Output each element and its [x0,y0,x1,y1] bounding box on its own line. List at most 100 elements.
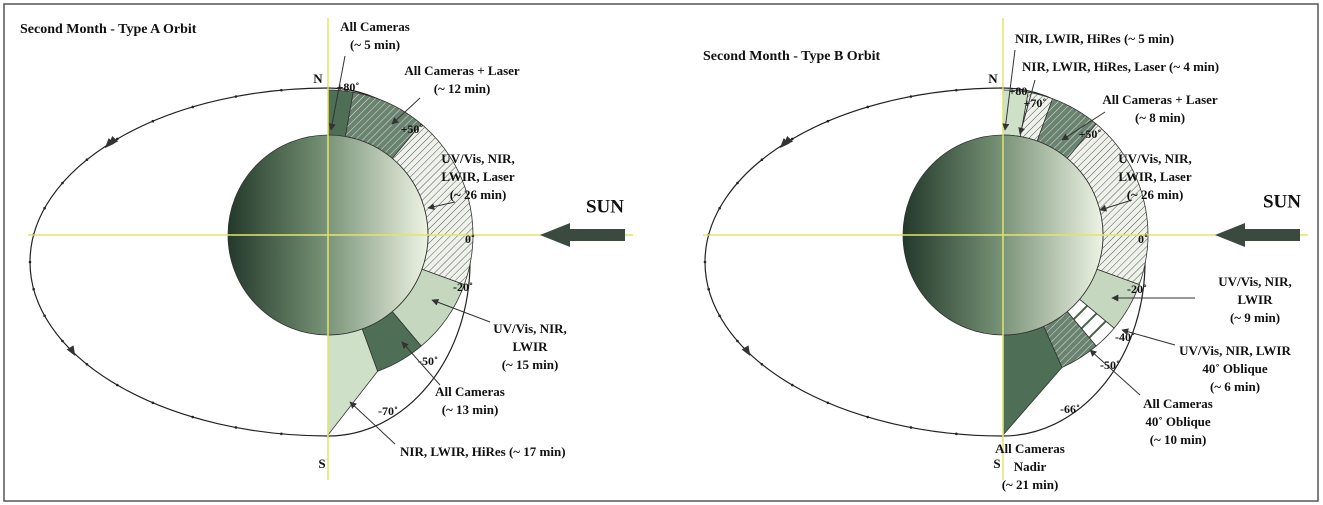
latitude-label: -66˚ [1060,402,1080,416]
orbit-tick [43,314,46,318]
panel-title: Second Month - Type B Orbit [703,49,881,64]
orbit-tick [234,95,238,98]
orbit-tick [736,181,739,185]
orbit-tick [955,88,958,92]
orbit-tick [191,415,195,419]
south-label: S [993,456,1000,471]
orbit-tick [234,426,238,429]
sun-label: SUN [586,196,624,217]
orbit-tick [866,415,870,419]
callout-arrow [427,201,456,211]
orbit-tick [826,119,830,123]
region-label: 40˚ Oblique [1145,414,1211,429]
north-label: N [313,71,323,86]
callout-arrow [1089,349,1141,396]
orbit-tick [909,426,913,429]
region-label: UV/Vis, NIR, LWIR [1179,343,1291,358]
orbit-direction [108,135,119,146]
latitude-label: -50˚ [1100,358,1120,372]
latitude-label: -20˚ [453,280,473,294]
panel-title: Second Month - Type A Orbit [20,22,197,37]
orbit-tick [790,137,794,141]
orbit-tick [280,88,283,92]
region-label: (~ 12 min) [434,81,491,96]
orbit-direction [66,345,76,356]
orbit-tick [61,339,64,343]
region-label: (~ 26 min) [1127,187,1184,202]
region-label: UV/Vis, NIR, [493,321,567,336]
latitude-label: +80˚ [337,80,360,94]
region-label: (~ 9 min) [1230,310,1280,325]
south-label: S [318,456,325,471]
orbit-tick [115,383,119,387]
region-label: (~ 13 min) [442,402,499,417]
orbit-tick [866,105,870,109]
region-label: NIR, LWIR, HiRes (~ 5 min) [1015,31,1174,46]
orbit-tick [826,401,830,405]
region-label: 40˚ Oblique [1202,361,1268,376]
orbit-tick [151,119,155,123]
callout-arrow [1061,111,1106,141]
region-label: (~ 26 min) [450,187,507,202]
orbit-tick [707,287,710,291]
region-label: All Cameras [1143,396,1213,411]
orbit-tick [151,401,155,405]
latitude-label: +50˚ [401,122,424,136]
orbit-tick [703,260,707,264]
region-label: All Cameras [435,384,505,399]
region-label: NIR, LWIR, HiRes, Laser (~ 4 min) [1022,59,1219,74]
region-label: Nadir [1014,459,1047,474]
latitude-label: -20˚ [1127,282,1147,296]
orbit-tick [85,158,89,162]
orbit-tick [718,206,721,210]
callout-arrow [1099,199,1133,212]
orbit-tick [736,339,739,343]
orbit-tick [191,105,195,109]
region-label: (~ 6 min) [1210,379,1260,394]
region-label: LWIR, Laser [1118,169,1191,184]
callout-arrow [391,97,421,125]
orbit-tick [909,95,913,98]
latitude-label: 0˚ [1138,232,1148,246]
sun-arrow [540,223,625,247]
north-label: N [988,71,998,86]
callout-arrow [401,341,441,386]
region-label: LWIR, Laser [441,169,514,184]
region-label: (~ 8 min) [1135,110,1185,125]
region-label: LWIR [513,339,549,354]
callout-arrow [1121,328,1176,346]
callout-arrow [1018,79,1036,135]
orbit-tick [790,383,794,387]
region-label: NIR, LWIR, HiRes (~ 17 min) [400,444,566,459]
latitude-label: +50˚ [1079,127,1102,141]
latitude-label: -70˚ [378,404,398,418]
latitude-label: -40˚ [1115,330,1135,344]
region-label: All Cameras + Laser [1102,92,1218,107]
orbit-tick [280,432,283,436]
sun-label: SUN [1263,191,1301,212]
region-label: All Cameras [995,441,1065,456]
callout-arrow [349,401,396,445]
region-label: UV/Vis, NIR, [1218,274,1292,289]
latitude-label: -50˚ [418,354,438,368]
orbit-tick [43,206,46,210]
region-label: UV/Vis, NIR, [1118,151,1192,166]
region-label: All Cameras + Laser [404,63,520,78]
orbit-tick [28,260,32,264]
frame [3,3,1319,502]
region-label: (~ 21 min) [1002,477,1059,492]
region-label: (~ 5 min) [350,37,400,52]
region-label: UV/Vis, NIR, [441,151,515,166]
orbit-tick [61,181,64,185]
region-label: (~ 10 min) [1150,432,1207,447]
latitude-label: +80 [1009,84,1028,98]
latitude-label: 0˚ [465,232,475,246]
callout-arrow [328,55,346,131]
callout-arrow [431,298,491,323]
region-label: LWIR [1238,292,1274,307]
sun-arrow [1215,223,1300,247]
region-label: (~ 15 min) [502,357,559,372]
callout-arrow [1002,49,1016,131]
orbit-direction [783,135,794,146]
